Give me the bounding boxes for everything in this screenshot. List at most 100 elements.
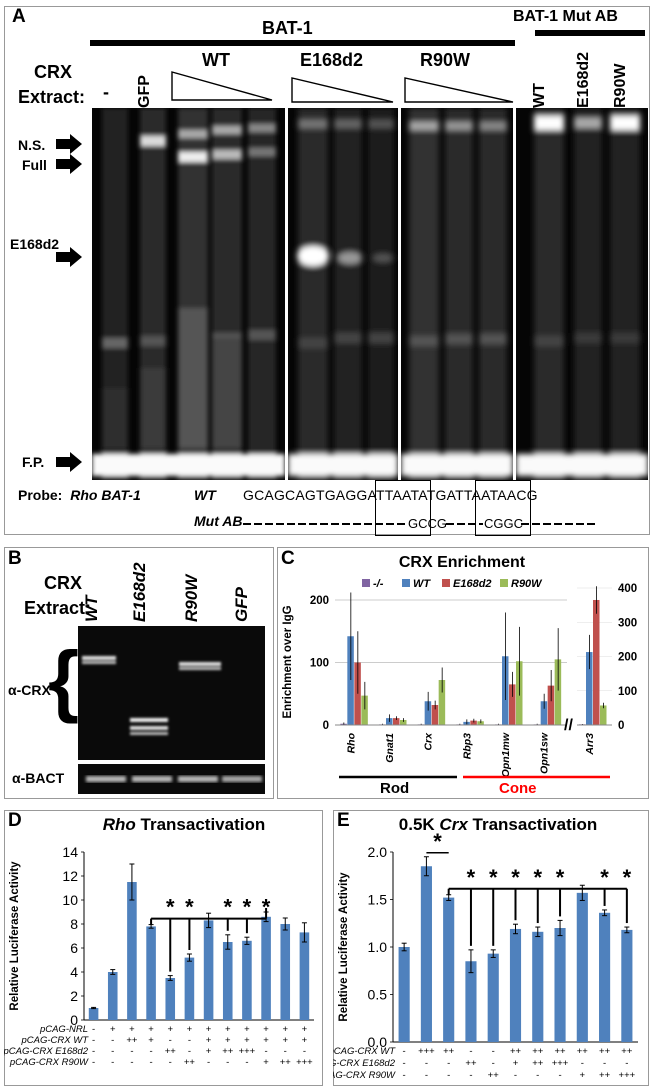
panel-e-frame [333, 810, 649, 1086]
b-lane-r90w: R90W [182, 574, 201, 622]
chart-e-star-6: * [623, 865, 632, 890]
chart-e-bar-9 [599, 912, 611, 1042]
bar-c-Crx-3 [438, 680, 446, 725]
chart-e-ylabel: Relative Luciferase Activity [338, 872, 350, 1022]
chart-e-cell-1-8: - [581, 1058, 584, 1069]
gel-image-3 [401, 108, 513, 480]
legend-swatch-1 [402, 579, 410, 587]
chart-c: CRX Enrichment -/- WT E168d2 R90W Enrichment … [282, 554, 637, 797]
chart-d-star-2: * [223, 895, 232, 920]
chart-d-cell-3-7: - [226, 1057, 229, 1068]
band-arrows [56, 134, 82, 472]
chart-d-bar-1 [107, 972, 118, 1020]
chart-d-cell-3-3: - [149, 1057, 152, 1068]
chart-d-cell-2-5: - [188, 1046, 191, 1057]
chart-e-bar-10 [621, 929, 633, 1042]
chart-d-cell-1-10: + [282, 1035, 288, 1046]
chart-d-cell-2-10: - [284, 1046, 287, 1057]
chart-d-star-4: * [262, 895, 271, 920]
xtick-c-right: Arr3 [584, 733, 596, 756]
mut-group-label: BAT-1 Mut AB [513, 8, 618, 25]
chart-d-star-3: * [243, 895, 252, 920]
chart-e-cell-2-4: ++ [488, 1070, 500, 1081]
ytick-c-right-2: 200 [618, 652, 637, 664]
alpha-bact-label: α-BACT [12, 770, 65, 786]
wedge-e168d2 [291, 77, 394, 103]
wedge-wt [171, 71, 273, 101]
chart-e: 0.5K Crx Transactivation Relative Lucifer… [333, 815, 638, 1081]
bar-c-Opn1sw-1 [540, 701, 548, 725]
chart-d-bar-9 [261, 916, 271, 1020]
chart-d-cell-1-2: ++ [126, 1035, 138, 1046]
mut-sub-1: GCCG [408, 516, 447, 531]
bar-c-right-2 [593, 599, 600, 725]
chart-d-row-label-3: pCAG-CRX R90W [9, 1057, 89, 1068]
xtick-c-2: Crx [423, 732, 435, 751]
chart-e-cell-2-3: - [469, 1070, 472, 1081]
chart-d-cell-3-6: - [207, 1057, 210, 1068]
chart-e-cell-2-6: - [536, 1070, 539, 1081]
chart-e-cell-1-5: + [513, 1058, 519, 1069]
panel-d-letter: D [8, 810, 22, 831]
chart-e-bar-7 [554, 928, 566, 1042]
chart-e-star-1: * [489, 865, 498, 890]
chart-d-cell-1-1: - [111, 1035, 114, 1046]
chart-e-cell-1-2: - [447, 1058, 450, 1069]
chart-e-ytick-0: 0.0 [368, 1034, 388, 1050]
chart-e-star-0: * [467, 865, 476, 890]
legend-swatch-2 [442, 579, 450, 587]
ytick-c-right-1: 100 [618, 686, 637, 698]
b-lane-wt: WT [82, 595, 101, 622]
chart-d-cell-2-3: - [149, 1046, 152, 1057]
chart-d-row-label-1: pCAG-CRX WT [21, 1035, 90, 1046]
bar-c-Gnat1-3 [400, 720, 407, 725]
panel-c-frame [277, 547, 649, 799]
chart-d-ytick-1: 2 [70, 988, 78, 1004]
chart-e-star-5: * [600, 865, 609, 890]
bar-c-Rbp3-2 [470, 720, 477, 725]
chart-d-cell-0-9: + [263, 1024, 269, 1035]
chart-e-star-extra: * [433, 829, 442, 854]
chart-e-star-4: * [556, 865, 565, 890]
ytick-c-2: 200 [310, 595, 329, 607]
wedge-r90w [404, 77, 514, 103]
chart-d-bar-2 [127, 882, 137, 1020]
arrow-fp [56, 452, 82, 472]
site-box-b [475, 480, 531, 536]
arrow-full [56, 154, 82, 174]
chart-d-cell-3-5: ++ [184, 1057, 196, 1068]
chart-e-ytick-4: 2.0 [368, 844, 388, 860]
arrow-ns [56, 134, 82, 154]
legend-label-2: E168d2 [453, 578, 492, 590]
chart-d-bar-4 [165, 978, 176, 1020]
chart-d-cell-2-9: - [264, 1046, 267, 1057]
chart-d-cell-3-8: - [245, 1057, 248, 1068]
bar-c-Rho-1 [347, 636, 354, 725]
chart-e-row-label-2: pCAG-CRX R90W [333, 1070, 396, 1081]
chart-d-cell-3-4: - [169, 1057, 172, 1068]
chart-d-bar-5 [184, 957, 195, 1020]
chart-d-title: Rho Transactivation [103, 815, 265, 834]
chart-e-title: 0.5K Crx Transactivation [399, 815, 597, 834]
chart-d-ytick-0: 0 [70, 1012, 78, 1028]
site-box-a [375, 480, 431, 536]
chart-e-star-2: * [511, 865, 520, 890]
probe-name: Rho BAT-1 [70, 487, 141, 503]
blot-crx-bands [82, 656, 221, 735]
chart-d-cell-0-4: + [167, 1024, 173, 1035]
gel-bands-1 [92, 108, 285, 480]
chart-e-bar-0 [398, 947, 410, 1042]
chart-d-cell-1-5: - [188, 1035, 191, 1046]
curly-brace: { [48, 635, 80, 724]
bar-c-Opn1mw-2 [509, 684, 516, 725]
chart-e-cell-0-1: +++ [418, 1046, 435, 1057]
chart-c-title: CRX Enrichment [399, 554, 526, 571]
chart-e-cell-1-6: ++ [532, 1058, 544, 1069]
chart-e-cell-2-5: - [514, 1070, 517, 1081]
chart-d-cell-1-6: + [206, 1035, 212, 1046]
chart-d-cell-3-9: + [263, 1057, 269, 1068]
chart-d-cell-1-9: + [263, 1035, 269, 1046]
probe-row: Probe: Rho BAT-1 [18, 487, 141, 503]
gel-bands-4 [516, 108, 648, 480]
chart-e-cell-0-0: - [403, 1046, 406, 1057]
